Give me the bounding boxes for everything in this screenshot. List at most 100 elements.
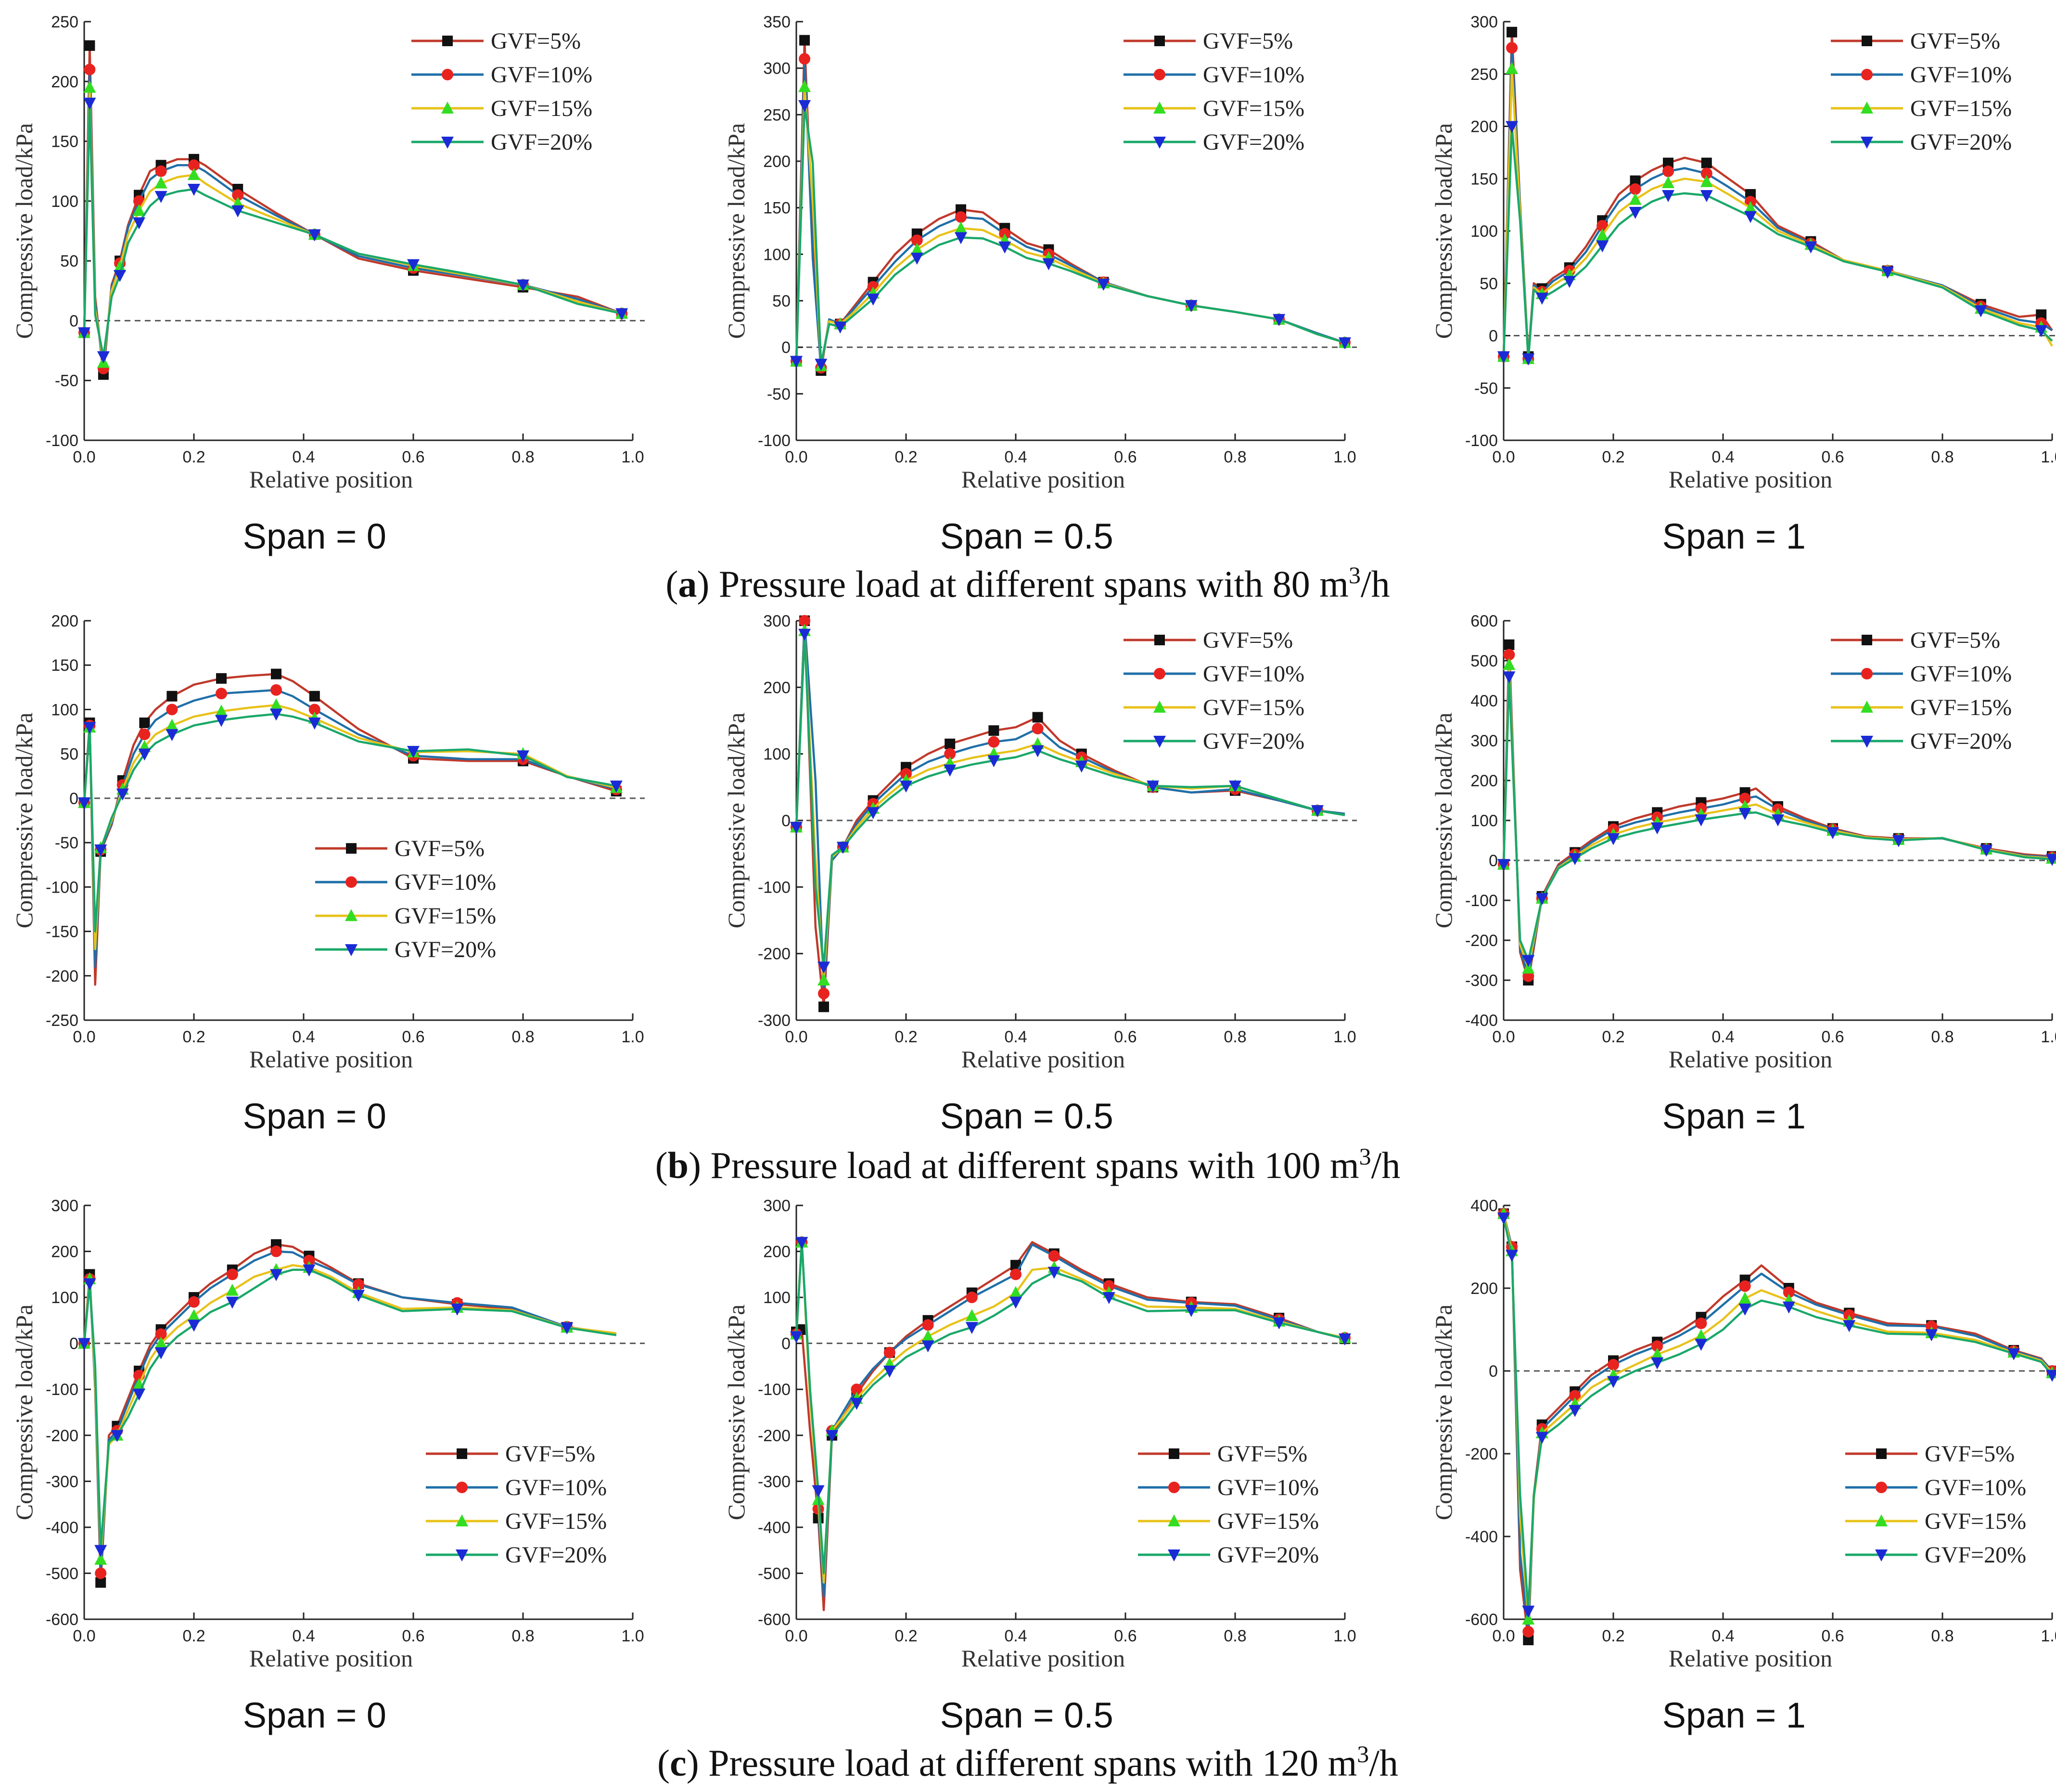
x-axis-label: Relative position (961, 1645, 1125, 1672)
y-tick-label: 300 (51, 1197, 78, 1215)
x-tick-label: 0.6 (402, 1028, 424, 1046)
y-tick-label: 150 (1470, 170, 1498, 188)
data-point (188, 1319, 200, 1332)
y-tick-label: -50 (1474, 379, 1498, 397)
data-point (309, 691, 320, 702)
data-point (790, 1331, 803, 1344)
y-tick-label: -600 (46, 1611, 78, 1629)
data-point (308, 229, 321, 242)
chart-c2: -600 -400 -200 0 200 400 0.0 0.2 0.4 0.6 0.8 1.0 Rel… (1430, 1197, 2056, 1735)
data-point (955, 211, 967, 223)
data-point (1031, 745, 1044, 757)
span-label: Span = 1 (1662, 1096, 1806, 1136)
y-tick-label: -300 (758, 1472, 791, 1491)
y-tick-label: -100 (1465, 892, 1498, 910)
span-label: Span = 0.5 (940, 1096, 1113, 1136)
data-point (1607, 1376, 1620, 1388)
y-tick-label: -200 (758, 945, 791, 963)
data-point (166, 729, 179, 742)
legend-label: GVF=20% (1203, 729, 1304, 754)
data-point (1843, 1320, 1856, 1332)
data-point (1339, 1333, 1351, 1346)
x-tick-label: 0.8 (1931, 1627, 1954, 1645)
y-tick-label: 200 (51, 73, 78, 91)
legend-label: GVF=20% (1910, 129, 2012, 155)
y-tick-label: 300 (1470, 13, 1498, 31)
data-point (867, 807, 880, 819)
data-point (1503, 671, 1516, 684)
data-point (232, 189, 244, 201)
data-point (944, 764, 957, 777)
x-tick-label: 0.6 (402, 1627, 424, 1645)
data-point (1522, 1605, 1535, 1618)
y-tick-label: 0 (69, 790, 78, 808)
data-point (1506, 62, 1519, 74)
legend-marker (1168, 1549, 1180, 1562)
legend-marker (1169, 1448, 1179, 1459)
x-tick-label: 0.0 (73, 1028, 95, 1046)
data-point (798, 628, 811, 641)
data-point (1782, 1301, 1795, 1314)
y-tick-label: -200 (758, 1427, 791, 1445)
y-tick-label: 100 (51, 192, 78, 211)
data-point (216, 673, 227, 684)
legend-marker (1154, 69, 1165, 80)
data-point (1032, 712, 1043, 723)
data-point (83, 722, 96, 734)
x-tick-label: 0.0 (785, 1028, 807, 1046)
chart-b2: -400 -300 -200 -100 0 100 200 300 400 500 600 0.0 0.… (1430, 612, 2056, 1136)
data-point (1651, 1347, 1664, 1360)
caption-b: (b) Pressure load at different spans wit… (655, 1143, 1401, 1186)
data-point (799, 35, 810, 46)
legend-marker (1153, 736, 1166, 748)
legend: GVF=5% GVF=10% GVF=15% GVF=20% (1138, 1441, 1319, 1568)
y-tick-label: 0 (1489, 852, 1498, 870)
y-axis-label: Compressive load/kPa (723, 1305, 750, 1521)
y-tick-label: -100 (46, 878, 78, 896)
data-point (154, 1347, 167, 1359)
y-tick-label: 250 (51, 13, 78, 31)
y-tick-label: 200 (51, 1243, 78, 1261)
y-tick-label: -100 (758, 432, 791, 450)
span-label: Span = 0 (243, 516, 386, 556)
data-point (799, 53, 811, 65)
data-point (97, 351, 110, 363)
legend-label: GVF=10% (505, 1475, 607, 1500)
data-point (1522, 353, 1535, 366)
data-point (1042, 258, 1055, 270)
y-tick-label: -400 (46, 1519, 78, 1537)
data-point (1629, 183, 1641, 195)
data-point (955, 221, 967, 234)
data-point (114, 269, 127, 282)
data-point (94, 1552, 107, 1565)
data-point (610, 781, 623, 793)
x-tick-label: 0.2 (182, 1028, 205, 1046)
data-point (154, 1336, 167, 1349)
legend-marker (1153, 137, 1166, 149)
series-line-GVF=5% (1502, 1213, 2053, 1641)
legend-marker (1861, 736, 1873, 748)
data-point (1695, 1329, 1708, 1341)
x-tick-label: 0.2 (894, 1627, 917, 1645)
data-point (1503, 649, 1515, 661)
y-tick-label: -100 (1465, 432, 1498, 450)
legend-marker (1876, 1482, 1887, 1493)
data-point (166, 691, 178, 702)
series-line-GVF=10% (1502, 47, 2053, 360)
x-tick-label: 1.0 (621, 1028, 644, 1046)
legend-marker (1154, 635, 1165, 645)
data-point (1651, 1357, 1664, 1370)
x-tick-label: 0.2 (182, 448, 205, 466)
x-tick-label: 0.8 (1224, 1028, 1246, 1046)
data-point (138, 748, 151, 761)
y-tick-label: -150 (46, 923, 78, 941)
data-point (900, 781, 912, 793)
legend-label: GVF=5% (395, 836, 485, 861)
y-tick-label: 200 (763, 153, 791, 171)
data-point (78, 327, 90, 340)
legend-marker (1861, 69, 1873, 80)
x-tick-label: 0.0 (73, 448, 95, 466)
data-point (226, 1283, 239, 1296)
y-tick-label: 100 (1470, 222, 1498, 241)
legend-label: GVF=10% (1910, 62, 2012, 88)
